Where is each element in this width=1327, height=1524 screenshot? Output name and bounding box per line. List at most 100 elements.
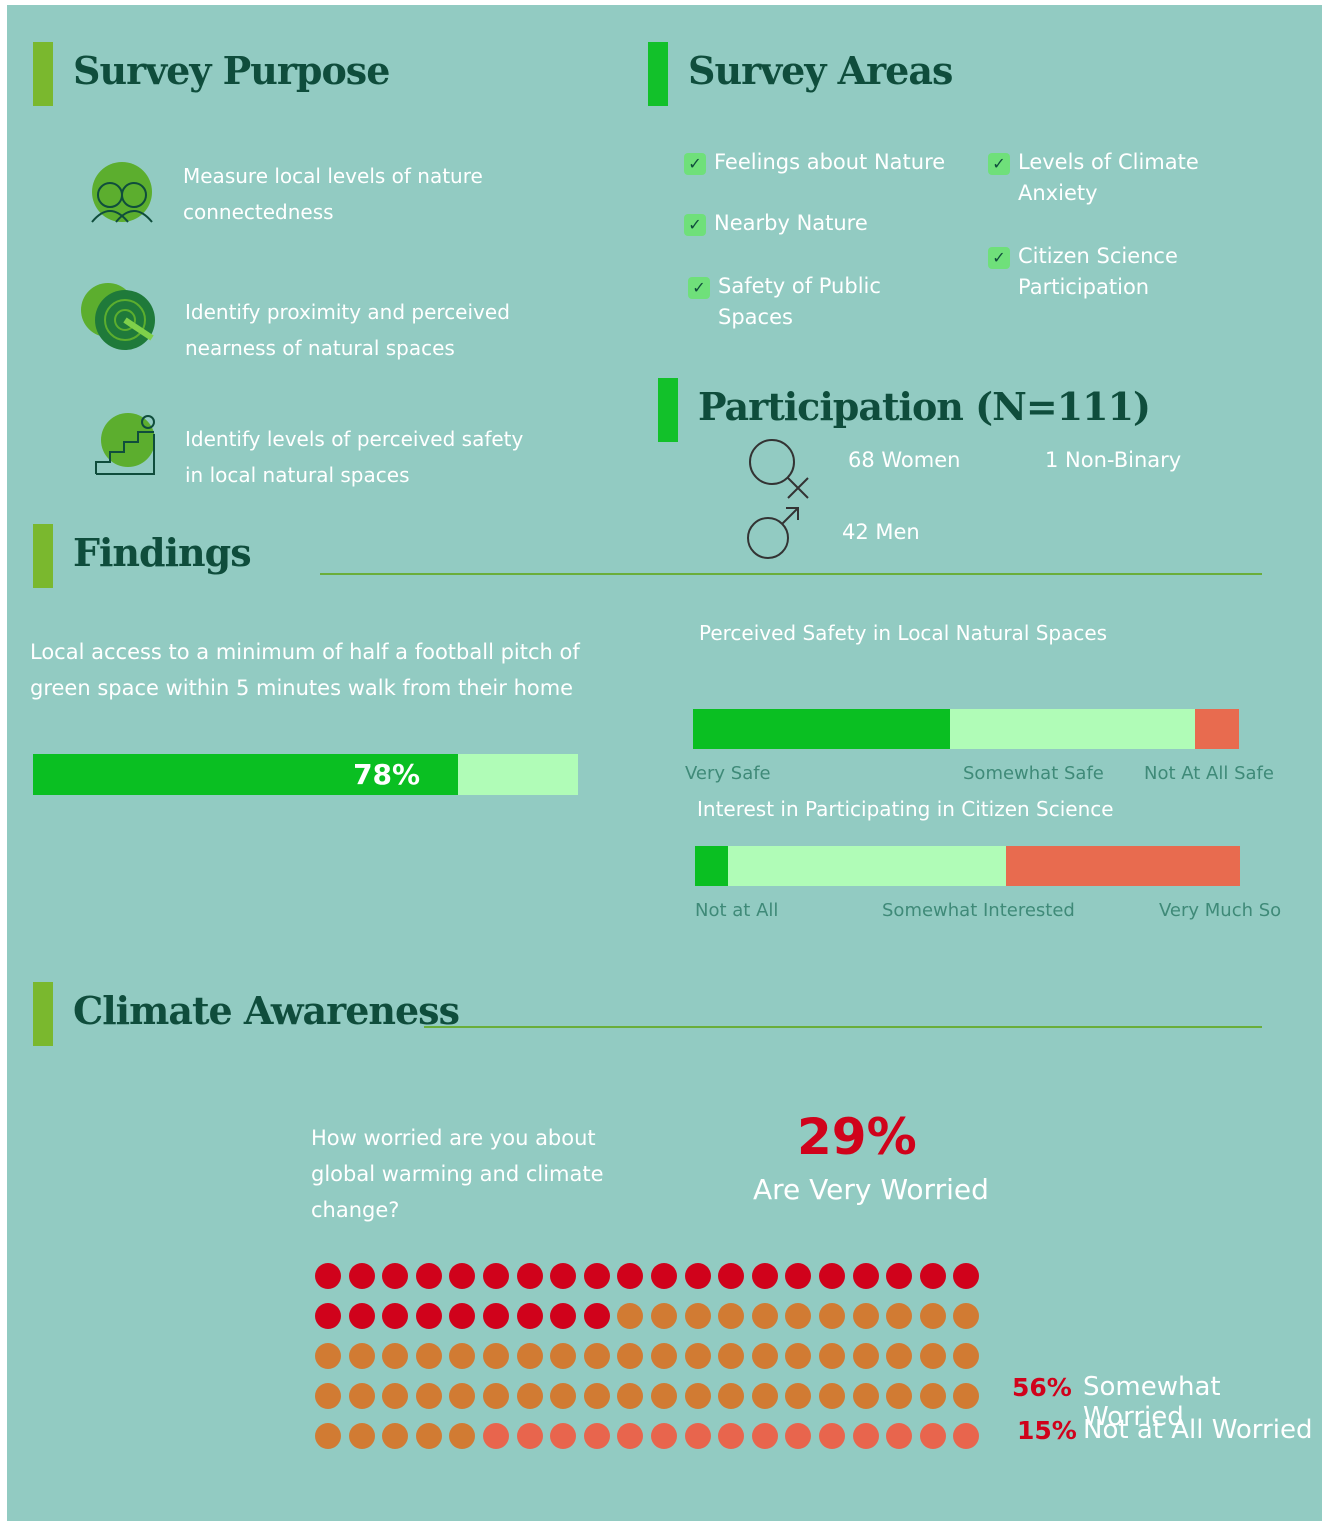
waffle-dot	[617, 1383, 644, 1409]
waffle-dot	[449, 1263, 476, 1289]
waffle-dot	[449, 1343, 476, 1369]
bar-segment	[727, 846, 1006, 886]
legend-label: Not at All Worried	[1083, 1415, 1313, 1445]
waffle-dot	[315, 1263, 341, 1289]
waffle-dot	[315, 1383, 341, 1409]
area-item: Feelings about Nature	[714, 150, 946, 174]
waffle-dot	[919, 1383, 946, 1409]
heading: Climate Awareness	[73, 988, 460, 1033]
waffle-dot	[415, 1303, 442, 1329]
waffle-dot	[483, 1343, 509, 1369]
waffle-dot	[382, 1263, 409, 1289]
waffle-dot	[684, 1263, 711, 1289]
waffle-dot	[583, 1263, 610, 1289]
waffle-dot	[919, 1263, 946, 1289]
segment-label: Somewhat Safe	[963, 763, 1104, 784]
bar-segment	[949, 709, 1196, 749]
segment-label: Somewhat Interested	[882, 900, 1075, 921]
accent	[648, 42, 668, 106]
purpose-item: Identify levels of perceived safety in l…	[185, 427, 524, 487]
waffle-dot	[651, 1423, 677, 1449]
waffle-dot	[550, 1383, 577, 1409]
chart-title: Perceived Safety in Local Natural Spaces	[699, 621, 1108, 645]
waffle-dot	[684, 1423, 711, 1449]
waffle-dot	[852, 1343, 879, 1369]
accent	[33, 42, 53, 106]
waffle-dot	[617, 1263, 644, 1289]
waffle-dot	[617, 1303, 644, 1329]
bar-segment	[695, 846, 728, 886]
waffle-dot	[852, 1383, 879, 1409]
waffle-dot	[852, 1263, 879, 1289]
waffle-dot	[382, 1423, 409, 1449]
legend-label: Somewhat Worried	[1083, 1372, 1221, 1432]
waffle-dot	[953, 1423, 980, 1449]
waffle-dot	[886, 1343, 913, 1369]
waffle-dot	[684, 1343, 711, 1369]
heading: Survey Purpose	[73, 48, 390, 93]
waffle-dot	[718, 1303, 745, 1329]
waffle-dot	[651, 1263, 677, 1289]
area-item: Levels of Climate Anxiety	[1018, 150, 1199, 205]
bar	[33, 754, 459, 795]
heading: Survey Areas	[688, 48, 953, 93]
waffle-dot	[516, 1343, 543, 1369]
waffle-dot	[651, 1343, 677, 1369]
question: How worried are you about global warming…	[311, 1126, 604, 1222]
waffle-dot	[919, 1343, 946, 1369]
waffle-dot	[516, 1303, 543, 1329]
waffle-dot	[886, 1263, 913, 1289]
waffle-dot	[751, 1423, 778, 1449]
waffle-dot	[550, 1263, 577, 1289]
waffle-dot	[684, 1383, 711, 1409]
waffle-dot	[718, 1343, 745, 1369]
waffle-dot	[819, 1383, 845, 1409]
waffle-dot	[382, 1343, 409, 1369]
waffle-dot	[315, 1303, 341, 1329]
check-icon: ✓	[688, 277, 710, 299]
waffle-dot	[953, 1343, 980, 1369]
waffle-dot	[785, 1423, 812, 1449]
waffle-dot	[483, 1383, 509, 1409]
waffle-dot	[348, 1383, 375, 1409]
waffle-dot	[617, 1423, 644, 1449]
heading: Findings	[73, 530, 252, 575]
waffle-dot	[953, 1383, 980, 1409]
waffle-dot	[919, 1303, 946, 1329]
waffle-dot	[315, 1343, 341, 1369]
accent	[33, 982, 53, 1046]
waffle-dot	[516, 1383, 543, 1409]
waffle-dot	[785, 1303, 812, 1329]
waffle-dot	[550, 1423, 577, 1449]
check-icon: ✓	[988, 153, 1010, 175]
waffle-dot	[516, 1423, 543, 1449]
waffle-dot	[886, 1303, 913, 1329]
bar-segment	[1195, 709, 1239, 749]
waffle-dot	[415, 1263, 442, 1289]
waffle-dot	[953, 1303, 980, 1329]
segment-label: Very Much So	[1159, 900, 1282, 921]
waffle-dot	[583, 1423, 610, 1449]
headline-value: 29%	[797, 1108, 917, 1166]
waffle-dot	[684, 1303, 711, 1329]
check-icon: ✓	[988, 247, 1010, 269]
bar-label: 78%	[353, 758, 421, 791]
waffle-dot	[583, 1343, 610, 1369]
waffle-dot	[348, 1343, 375, 1369]
waffle-dot	[751, 1383, 778, 1409]
bar-segment	[693, 709, 950, 749]
segment-label: Not at All	[695, 900, 779, 921]
finding-text: Local access to a minimum of half a foot…	[30, 640, 580, 700]
waffle-dot	[483, 1263, 509, 1289]
participation-item: 1 Non-Binary	[1045, 448, 1182, 472]
waffle-dot	[718, 1383, 745, 1409]
chart-title: Interest in Participating in Citizen Sci…	[697, 797, 1114, 821]
accent	[658, 378, 678, 442]
waffle-dot	[785, 1263, 812, 1289]
waffle-dot	[785, 1383, 812, 1409]
waffle-dot	[483, 1303, 509, 1329]
segment-label: Very Safe	[685, 763, 771, 784]
waffle-dot	[348, 1423, 375, 1449]
